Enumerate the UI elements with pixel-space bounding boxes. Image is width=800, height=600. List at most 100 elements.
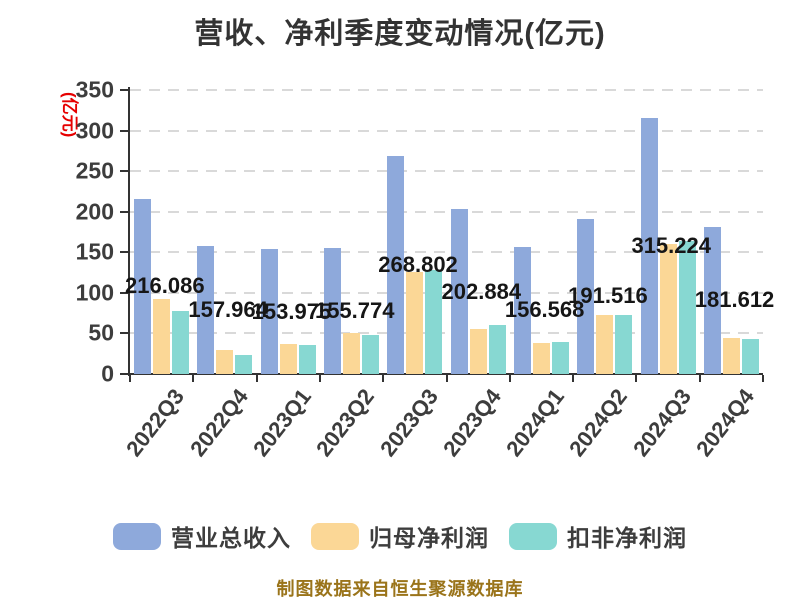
x-tick-10: [762, 375, 764, 382]
y-tick-label-200: 200: [75, 198, 114, 225]
x-axis-label-2023Q3: 2023Q3: [374, 384, 443, 462]
bar-归母净利润-2023Q4: [469, 328, 487, 374]
y-tick-250: [120, 170, 128, 173]
gridline-250: [130, 170, 763, 173]
x-axis-line: [128, 373, 763, 375]
bar-营业总收入-2022Q4: [197, 245, 215, 374]
bar-扣非净利润-2024Q3: [678, 240, 696, 374]
x-axis-label-2023Q2: 2023Q2: [311, 384, 380, 462]
bar-归母净利润-2024Q1: [532, 343, 550, 374]
x-tick-8: [635, 375, 638, 382]
gridline-150: [130, 251, 763, 254]
y-tick-label-350: 350: [75, 76, 114, 103]
bar-营业总收入-2023Q2: [324, 247, 342, 374]
bar-value-label-2024Q4: 181.612: [694, 287, 775, 313]
bar-value-label-2024Q3: 315.224: [631, 233, 711, 259]
x-tick-5: [445, 375, 448, 382]
gridline-50: [130, 332, 763, 335]
x-axis-label-2022Q4: 2022Q4: [184, 384, 253, 462]
bar-扣非净利润-2024Q4: [741, 339, 759, 374]
bar-归母净利润-2024Q3: [659, 244, 677, 374]
x-axis-label-2024Q3: 2024Q3: [627, 384, 696, 462]
bar-营业总收入-2022Q3: [134, 198, 152, 374]
legend-label-扣非净利润: 扣非净利润: [567, 525, 687, 551]
bar-扣非净利润-2024Q2: [615, 314, 633, 374]
bar-value-label-2022Q4: 157.964: [188, 296, 268, 322]
bar-扣非净利润-2023Q2: [362, 335, 380, 374]
chart-title: 营收、净利季度变动情况(亿元): [194, 18, 606, 50]
bar-营业总收入-2024Q1: [513, 246, 531, 374]
legend-label-营业总收入: 营业总收入: [171, 525, 291, 551]
bar-扣非净利润-2024Q1: [551, 341, 569, 374]
y-tick-label-300: 300: [75, 117, 114, 144]
bar-扣非净利润-2023Q3: [425, 270, 443, 374]
bar-归母净利润-2023Q1: [279, 343, 297, 374]
bar-value-label-2024Q2: 191.516: [568, 283, 648, 309]
legend-item-归母净利润: 归母净利润: [311, 519, 489, 553]
legend: 营业总收入 归母净利润 扣非净利润: [0, 519, 800, 553]
bar-扣非净利润-2023Q1: [298, 344, 316, 374]
x-axis-label-2024Q2: 2024Q2: [564, 384, 633, 462]
legend-swatch-扣非净利润: [509, 522, 557, 550]
bar-value-label-2024Q1: 156.568: [504, 297, 585, 323]
x-axis-label-2023Q1: 2023Q1: [248, 384, 316, 462]
bar-归母净利润-2022Q3: [153, 298, 171, 374]
y-tick-label-0: 0: [101, 360, 114, 387]
x-tick-1: [192, 375, 195, 382]
bar-value-label-2023Q3: 268.802: [378, 251, 458, 277]
gridline-350: [130, 89, 763, 91]
bar-value-label-2022Q3: 216.086: [125, 273, 205, 299]
gridline-300: [130, 129, 763, 132]
legend-label-归母净利润: 归母净利润: [369, 525, 489, 551]
bar-扣非净利润-2022Q4: [235, 355, 253, 374]
x-axis-label-2024Q1: 2024Q1: [501, 384, 570, 462]
bar-扣非净利润-2023Q4: [488, 324, 506, 374]
legend-item-扣非净利润: 扣非净利润: [509, 519, 687, 553]
bar-归母净利润-2024Q2: [596, 314, 614, 374]
x-tick-9: [698, 375, 701, 382]
x-axis-label-2023Q4: 2023Q4: [437, 384, 506, 462]
bar-营业总收入-2023Q1: [260, 249, 278, 374]
plot-area: [130, 89, 763, 374]
bar-value-label-2023Q4: 202.884: [441, 278, 522, 304]
bar-营业总收入-2024Q2: [577, 218, 595, 374]
x-tick-7: [572, 375, 575, 382]
y-axis-line: [128, 87, 130, 376]
gridline-200: [130, 210, 763, 213]
y-tick-label-100: 100: [75, 279, 114, 306]
y-tick-label-250: 250: [75, 157, 114, 184]
x-tick-3: [318, 375, 321, 382]
bar-归母净利润-2022Q4: [216, 349, 234, 374]
bar-营业总收入-2023Q4: [450, 209, 468, 374]
x-tick-4: [382, 375, 385, 382]
legend-swatch-归母净利润: [311, 522, 359, 550]
y-tick-350: [120, 89, 128, 91]
y-tick-label-150: 150: [75, 238, 114, 265]
x-axis-label-2022Q3: 2022Q3: [121, 384, 190, 462]
x-axis-label-2024Q4: 2024Q4: [691, 384, 760, 462]
legend-swatch-营业总收入: [113, 522, 161, 550]
bar-营业总收入-2024Q4: [703, 226, 721, 374]
x-tick-2: [255, 375, 258, 382]
y-tick-300: [120, 129, 128, 132]
y-tick-50: [120, 332, 128, 335]
bar-归母净利润-2024Q4: [722, 338, 740, 374]
gridline-100: [130, 291, 763, 294]
data-source-note: 制图数据来自恒生聚源数据库: [276, 579, 524, 599]
bar-value-label-2023Q1: 153.975: [251, 298, 332, 324]
bar-value-label-2023Q2: 155.774: [314, 297, 395, 323]
y-tick-200: [120, 210, 128, 213]
x-tick-6: [508, 375, 511, 382]
y-tick-100: [120, 291, 128, 294]
x-tick-0: [129, 375, 131, 382]
bar-扣非净利润-2022Q3: [172, 310, 190, 374]
y-tick-label-50: 50: [88, 319, 114, 346]
bar-营业总收入-2024Q3: [640, 118, 658, 374]
legend-item-营业总收入: 营业总收入: [113, 519, 291, 553]
y-tick-0: [120, 373, 128, 375]
bar-归母净利润-2023Q3: [406, 271, 424, 374]
y-tick-150: [120, 251, 128, 254]
bar-营业总收入-2023Q3: [387, 155, 405, 374]
bar-归母净利润-2023Q2: [343, 332, 361, 374]
